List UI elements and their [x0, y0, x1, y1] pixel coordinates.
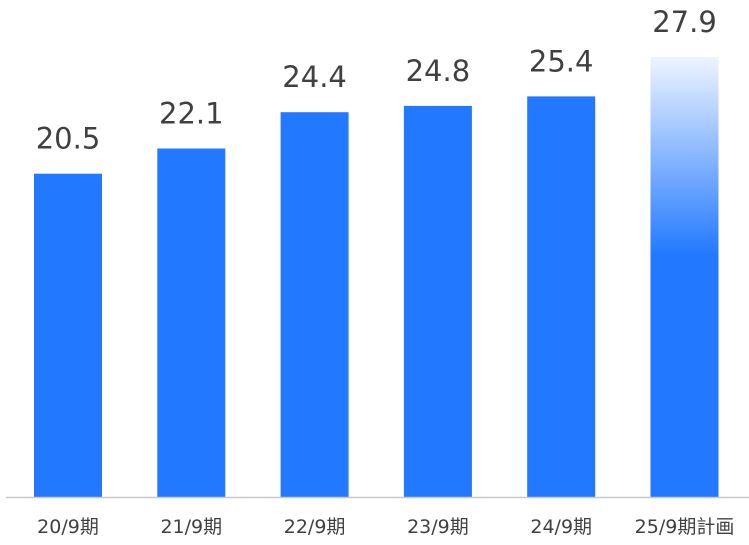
- bar: [34, 173, 102, 497]
- bar-plan: [650, 57, 719, 497]
- bars-group: [34, 57, 719, 498]
- bar: [403, 105, 472, 498]
- x-tick-label: 25/9期計画: [635, 516, 735, 538]
- bar: [527, 96, 596, 498]
- bar-value-label: 24.8: [406, 54, 471, 88]
- bar: [280, 112, 349, 497]
- x-tick-label: 21/9期: [160, 516, 222, 538]
- x-tick-label: 20/9期: [37, 516, 99, 538]
- category-labels-group: 20/9期 21/9期 22/9期 23/9期 24/9期 25/9期計画: [37, 516, 734, 538]
- bar-value-label: 22.1: [159, 97, 224, 131]
- bar: [157, 148, 226, 497]
- x-tick-label: 22/9期: [284, 516, 346, 538]
- bar-value-label: 25.4: [529, 44, 594, 78]
- bar-value-label: 27.9: [652, 5, 717, 39]
- x-tick-label: 23/9期: [407, 516, 469, 538]
- bar-value-label: 20.5: [36, 122, 101, 156]
- x-tick-label: 24/9期: [530, 516, 592, 538]
- value-labels-group: 20.5 22.1 24.4 24.8 25.4 27.9: [36, 5, 717, 156]
- bar-value-label: 24.4: [282, 60, 347, 94]
